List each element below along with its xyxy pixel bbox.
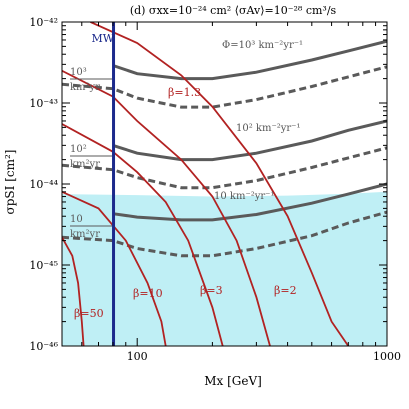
x-axis-label: Mx [GeV] xyxy=(204,374,262,388)
y-axis-label: σpSI [cm²] xyxy=(3,150,17,215)
beta-line-0 xyxy=(90,22,350,346)
flux-frac-top-0: 10³ xyxy=(70,67,87,78)
flux-frac-bottom-1: km²yr xyxy=(70,159,100,170)
series-label-4: β=2 xyxy=(274,284,297,297)
flux-line-3 xyxy=(62,146,387,190)
series-label-5: β=3 xyxy=(200,284,223,297)
series-label-3: β=1.3 xyxy=(168,86,201,99)
series-label-0: Φ=10³ km⁻²yr⁻¹ xyxy=(222,40,303,51)
beta-line-1 xyxy=(62,69,271,346)
series-label-6: β=10 xyxy=(133,287,163,300)
flux-frac-top-2: 10 xyxy=(70,214,83,225)
y-tick-label: 10⁻⁴³ xyxy=(29,97,58,110)
series-label-2: 10 km⁻²yr⁻¹ xyxy=(214,191,274,202)
plot-layer: 100 1000 10⁻⁴⁶ 10⁻⁴⁵ 10⁻⁴⁴ 10⁻⁴³ 10⁻⁴² MW Φ=10³ … xyxy=(29,16,401,363)
flux-line-1 xyxy=(62,65,387,109)
flux-line-5 xyxy=(62,210,387,258)
x-tick-label: 100 xyxy=(127,350,148,363)
flux-frac-bottom-0: km²yr xyxy=(70,82,100,93)
flux-frac-bottom-2: km²yr xyxy=(70,229,100,240)
flux-line-2 xyxy=(112,119,387,162)
series-label-7: β=50 xyxy=(74,307,104,320)
series-label-1: 10² km⁻²yr⁻¹ xyxy=(236,123,300,134)
mw-label: MW xyxy=(92,32,115,45)
y-tick-label: 10⁻⁴⁴ xyxy=(29,178,58,191)
excluded-region xyxy=(62,191,387,346)
beta-line-3 xyxy=(62,190,167,346)
flux-frac-top-1: 10² xyxy=(70,144,87,155)
x-tick-label: 1000 xyxy=(373,350,401,363)
plot-area xyxy=(62,22,387,346)
flux-line-0 xyxy=(112,39,387,81)
y-tick-label: 10⁻⁴⁵ xyxy=(29,259,58,272)
flux-line-4 xyxy=(112,182,387,222)
chart-title: (d) σxx=10⁻²⁴ cm² ⟨σAv⟩=10⁻²⁸ cm³/s xyxy=(130,4,337,17)
beta-line-4 xyxy=(62,236,85,346)
y-tick-label: 10⁻⁴⁶ xyxy=(29,340,58,353)
y-tick-label: 10⁻⁴² xyxy=(29,16,58,29)
